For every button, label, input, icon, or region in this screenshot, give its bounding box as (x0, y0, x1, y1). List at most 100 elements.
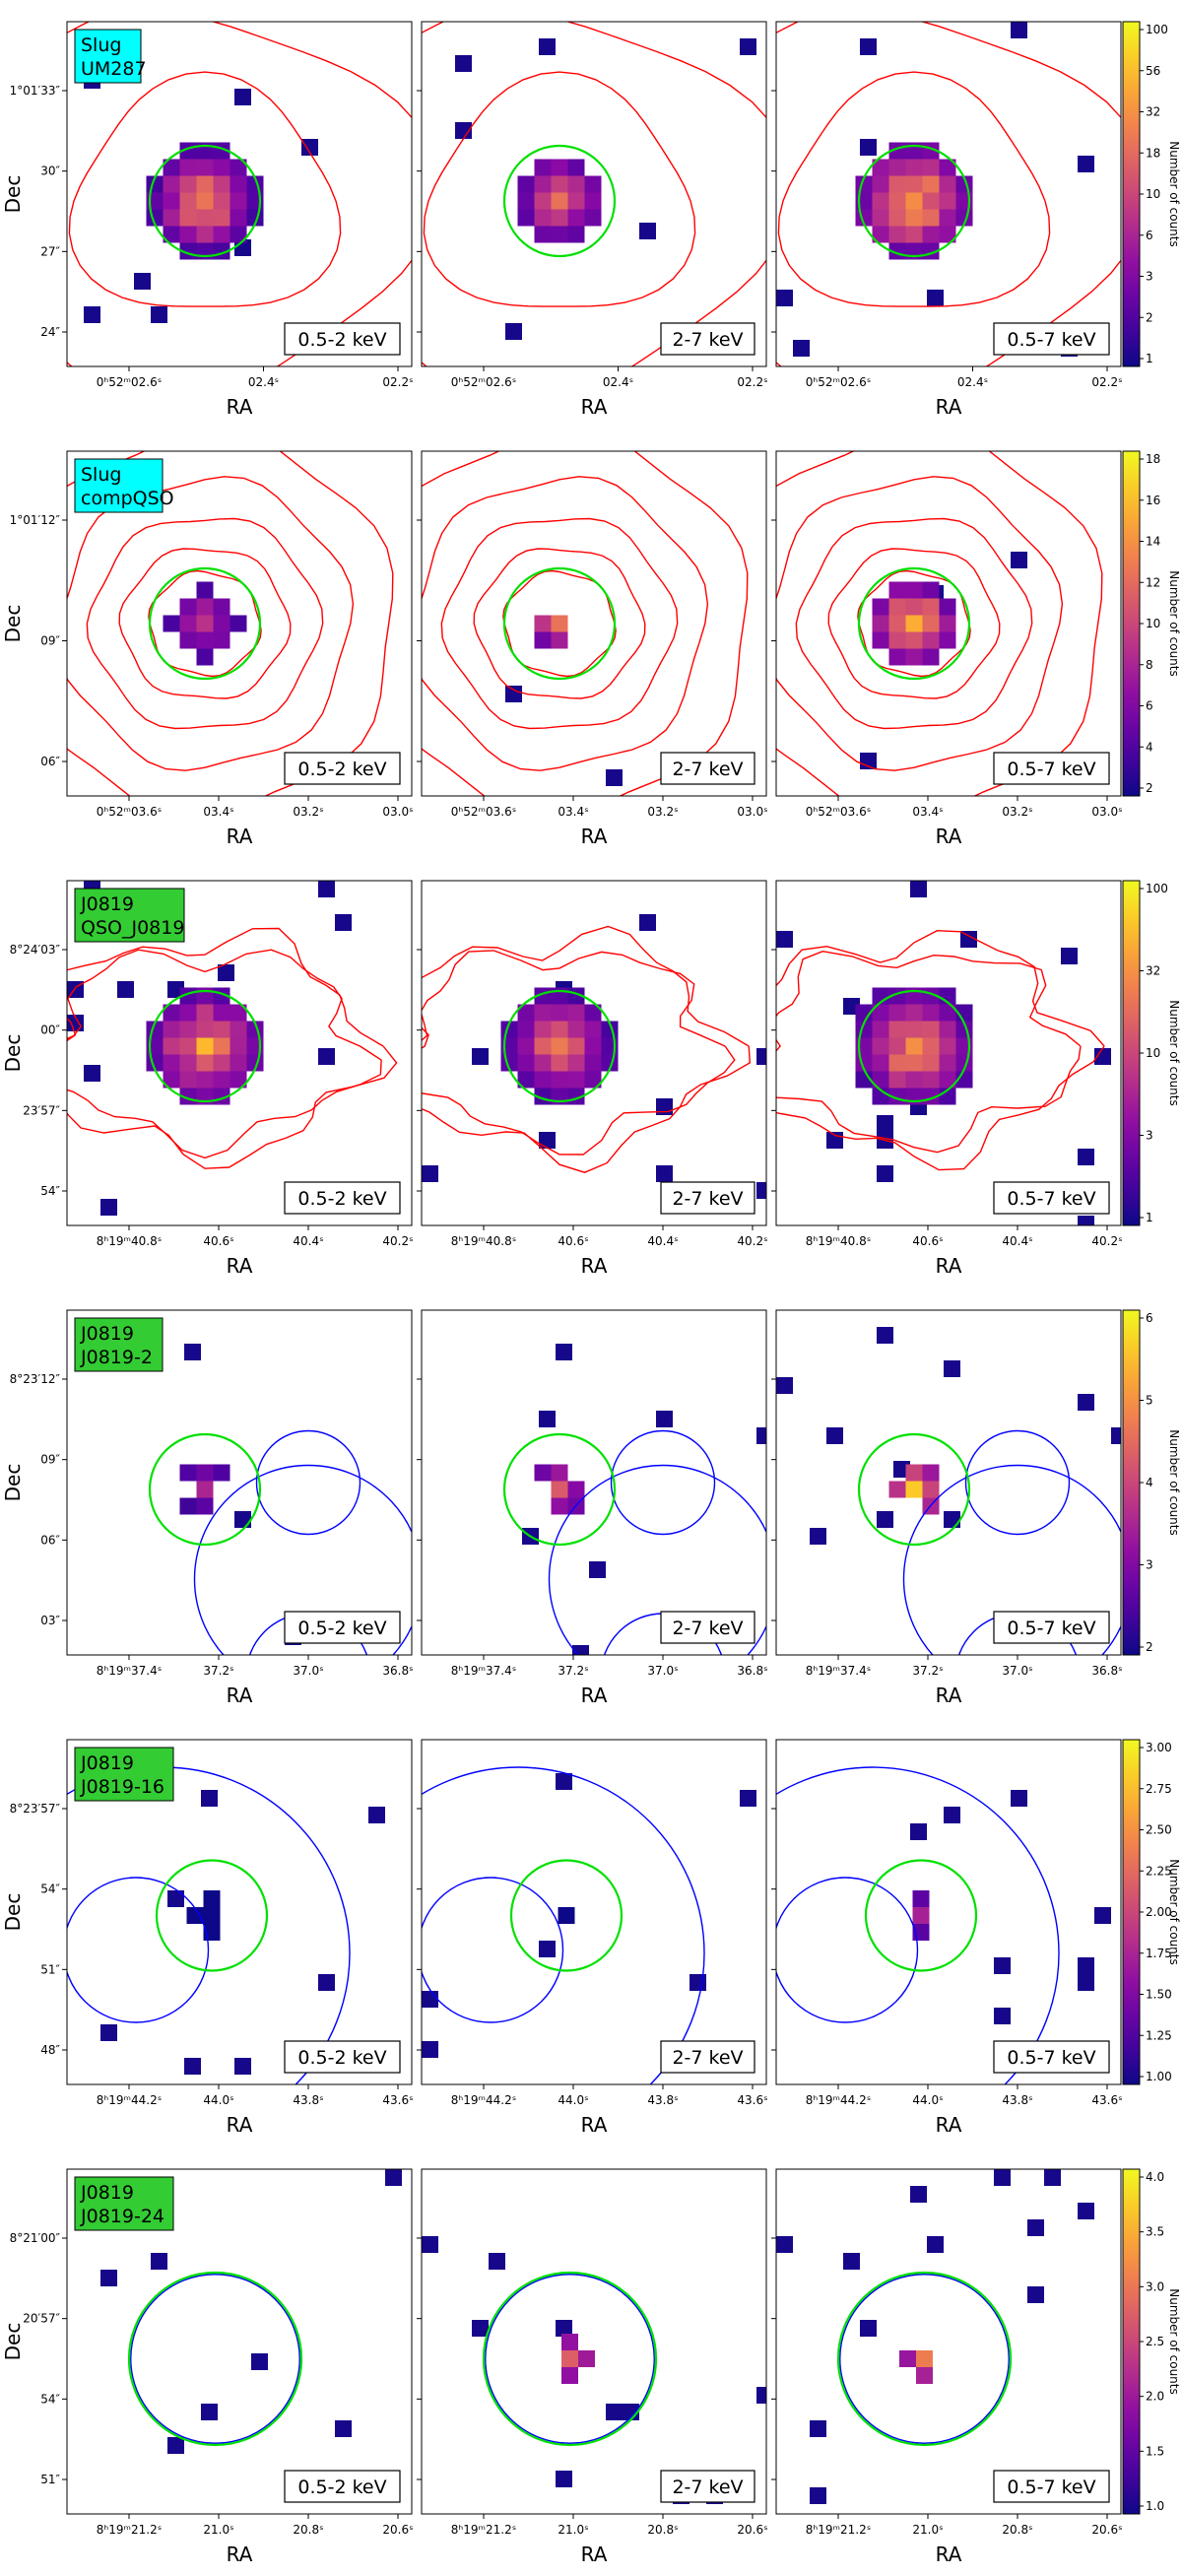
count-pixel (922, 192, 940, 210)
count-pixel (318, 1974, 335, 1991)
count-pixel (422, 2041, 438, 2058)
band-label: 0.5-7 keV (993, 752, 1110, 785)
x-tick-label: 0ʰ52ᵐ03.6ˢ (451, 805, 516, 819)
panel-image (100, 2169, 402, 2487)
panel-image (67, 881, 398, 1216)
band-label: 0.5-2 keV (284, 752, 401, 785)
colorbar-tick-label: 4.0 (1146, 2170, 1164, 2184)
source-name: QSO_J0819 (81, 917, 184, 939)
count-pixel (196, 175, 214, 193)
band-label-box (993, 1611, 1110, 1644)
count-pixel (517, 1004, 535, 1022)
count-pixel (556, 2471, 572, 2487)
field-name: J0819 (80, 2182, 134, 2204)
panel-background (422, 2169, 766, 2514)
x-tick-label: 8ʰ19ᵐ40.8ˢ (97, 1234, 162, 1248)
count-pixel (872, 1004, 889, 1022)
count-pixel (584, 192, 602, 210)
count-pixel (551, 1021, 568, 1038)
x-tick-label: 0ʰ52ᵐ02.6ˢ (451, 375, 516, 389)
source-circle (148, 566, 262, 681)
count-pixel (201, 1790, 218, 1807)
count-pixel (939, 1037, 956, 1055)
panel-background (422, 1740, 766, 2084)
y-tick-label: 51″ (40, 1962, 60, 1976)
count-pixel (230, 1054, 247, 1072)
colorbar-6: 4.0 3.5 3.0 2.5 2.0 1.5 1.0 Number of counts (1122, 2168, 1181, 2515)
source-circle (857, 989, 971, 1103)
count-pixel (534, 1021, 552, 1038)
band-label: 2-7 keV (660, 1181, 755, 1215)
count-pixel (551, 615, 568, 632)
colorbar-bar (1122, 1739, 1141, 2085)
count-pixel (1061, 948, 1078, 964)
count-pixel (196, 1497, 214, 1515)
band-label-box (660, 752, 755, 785)
count-pixel (251, 2353, 268, 2370)
panel-image (776, 1327, 1121, 1655)
count-pixel (567, 226, 585, 243)
count-pixel (196, 581, 214, 599)
flux-contour (776, 929, 1105, 1171)
colorbar-tick-label: 6 (1146, 1311, 1153, 1325)
count-pixel (100, 1199, 117, 1216)
count-pixel (860, 2320, 877, 2337)
count-pixel (218, 964, 234, 981)
figure-row-4: 0.5-2 keV 8ʰ19ᵐ37.4ˢ 37.2ˢ 37.0ˢ 36.8ˢ RA 8°23… (1, 1309, 1181, 1707)
count-pixel (213, 615, 230, 632)
colorbar-tick-label: 4 (1146, 1476, 1153, 1489)
count-pixel (939, 226, 956, 243)
panel-frame (421, 1309, 767, 1656)
count-pixel (740, 1790, 756, 1807)
count-pixel (567, 1054, 585, 1072)
x-axis-label: RA (936, 2113, 962, 2137)
panel-image (776, 881, 1111, 1225)
count-pixel (196, 615, 214, 632)
y-axis-label: Dec (1, 1464, 25, 1502)
panel-frame (66, 1309, 413, 1656)
region-circle (485, 2274, 655, 2444)
field-name: Slug (81, 464, 121, 486)
band-label: 0.5-2 keV (284, 1181, 401, 1215)
count-pixel (994, 2169, 1011, 2186)
source-name: compQSO (81, 488, 174, 509)
x-tick-label: 0ʰ52ᵐ02.6ˢ (806, 375, 871, 389)
panel-3-1: 0.5-2 keV 8ʰ19ᵐ40.8ˢ 40.6ˢ 40.4ˢ 40.2ˢ RA 8°24… (1, 880, 414, 1278)
x-tick-label: 20.6ˢ (737, 2523, 767, 2537)
colorbar-tick-label: 2.00 (1146, 1905, 1172, 1919)
count-pixel (539, 1411, 556, 1427)
count-pixel (567, 175, 585, 193)
count-pixel (203, 1890, 221, 1907)
x-tick-label: 40.2ˢ (1091, 1234, 1122, 1248)
count-pixel (905, 1071, 923, 1089)
source-name: J0819-2 (80, 1347, 153, 1368)
count-pixel (213, 598, 230, 616)
x-axis-label: RA (227, 395, 253, 419)
panel-image (67, 451, 394, 796)
colorbar-tick-label: 2 (1146, 1640, 1153, 1654)
x-tick-label: 40.4ˢ (293, 1234, 323, 1248)
count-pixel (905, 1054, 923, 1072)
count-pixel (213, 1464, 230, 1482)
count-pixel (810, 1528, 826, 1545)
count-pixel (872, 615, 889, 632)
panel-image (776, 451, 1103, 796)
count-pixel (1078, 2203, 1094, 2219)
count-pixel (196, 1481, 214, 1498)
panel-background (422, 451, 766, 796)
panel-image (776, 2169, 1094, 2504)
panel-frame (775, 21, 1122, 367)
count-pixel (196, 1004, 214, 1022)
count-pixel (84, 306, 100, 323)
count-pixel (656, 1098, 673, 1115)
x-axis-label: RA (581, 395, 608, 419)
count-pixel (179, 1464, 197, 1482)
colorbar-tick-label: 18 (1146, 146, 1160, 160)
count-pixel (606, 2404, 623, 2420)
panel-frame (775, 2168, 1122, 2515)
count-pixel (100, 2024, 117, 2041)
count-pixel (584, 1037, 602, 1055)
band-label-box (284, 322, 401, 356)
band-label-box (993, 2040, 1110, 2074)
